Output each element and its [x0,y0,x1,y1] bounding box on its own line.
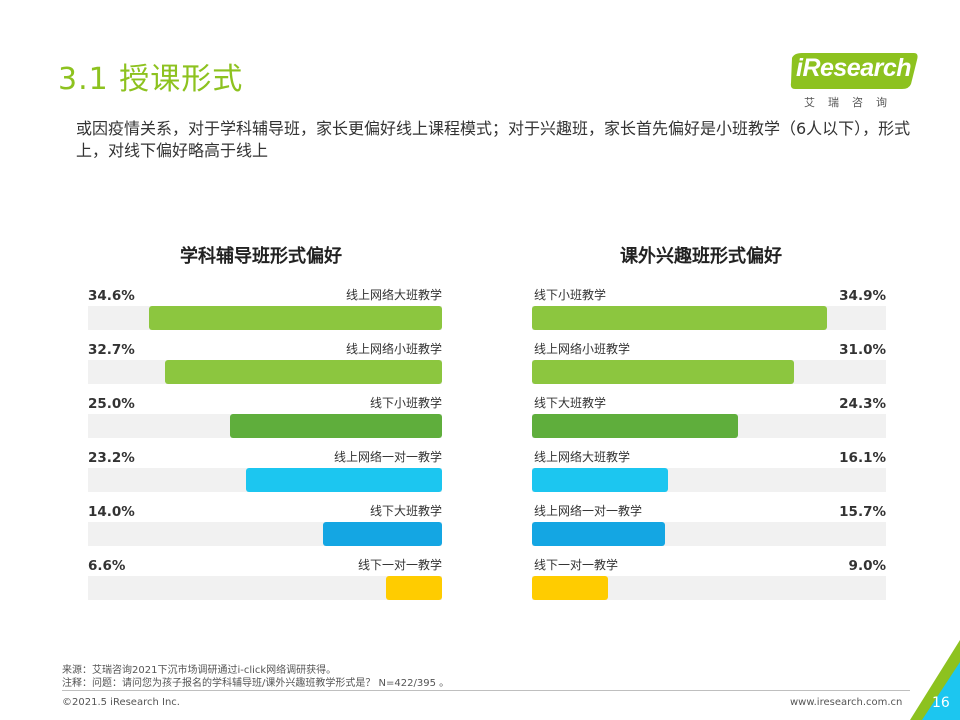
bar [532,360,794,384]
category-label: 线上网络小班教学 [534,342,631,356]
copyright: ©2021.5 iResearch Inc. [62,697,180,708]
bar-chart-left: 34.6% 线上网络大班教学 32.7% 线上网络小班教学 25.0% 线下小班教学 23.… [88,282,442,622]
category-label: 线上网络大班教学 [534,450,631,464]
page-title: 3.1 授课形式 [58,62,244,97]
data-label: 32.7% [88,342,135,358]
category-label: 线下大班教学 [534,396,607,410]
footer-divider [62,690,910,691]
data-label: 14.0% [88,504,135,520]
bar [165,360,442,384]
data-label: 34.6% [88,288,135,304]
website-url: www.iresearch.com.cn [790,697,903,708]
data-label: 23.2% [88,450,135,466]
bar [230,414,442,438]
bar [532,468,668,492]
logo-subtitle: 艾瑞咨询 [804,96,900,109]
data-label: 6.6% [88,558,126,574]
chart-title-right: 课外兴趣班形式偏好 [620,246,782,267]
logo-badge-shape [790,53,918,89]
chart-title-left: 学科辅导班形式偏好 [180,246,342,267]
logo-wordmark: iResearch [796,54,912,82]
bar [246,468,442,492]
bar [532,576,608,600]
category-label: 线下小班教学 [369,396,442,410]
bar [149,306,442,330]
data-label: 9.0% [848,558,886,574]
category-label: 线上网络一对一教学 [333,450,442,464]
bar-track [88,576,442,600]
corner-decoration [910,640,960,720]
category-label: 线上网络小班教学 [345,342,442,356]
category-label: 线上网络大班教学 [345,288,442,302]
footer-note: 注释：问题：请问您为孩子报名的学科辅导班/课外兴趣班教学形式是？ N=422/3… [62,678,450,689]
data-label: 16.1% [839,450,886,466]
data-label: 31.0% [839,342,886,358]
bar [323,522,442,546]
data-label: 25.0% [88,396,135,412]
bar [532,522,665,546]
category-label: 线下一对一教学 [357,558,442,572]
summary-text: 或因疫情关系，对于学科辅导班，家长更偏好线上课程模式；对于兴趣班，家长首先偏好是… [76,119,911,160]
bar-chart-right: 34.9% 线下小班教学 31.0% 线上网络小班教学 24.3% 线下大班教学 16.1%… [532,282,886,622]
category-label: 线上网络一对一教学 [534,504,643,518]
data-label: 15.7% [839,504,886,520]
data-label: 24.3% [839,396,886,412]
category-label: 线下小班教学 [534,288,607,302]
data-label: 34.9% [839,288,886,304]
category-label: 线下大班教学 [369,504,442,518]
bar [386,576,442,600]
category-label: 线下一对一教学 [534,558,619,572]
footer-source: 来源：艾瑞咨询2021下沉市场调研通过i-click网络调研获得。 [62,665,337,676]
bar [532,306,827,330]
bar [532,414,738,438]
iresearch-logo: iResearch 艾瑞咨询 [790,52,920,112]
page-number: 16 [932,695,950,711]
